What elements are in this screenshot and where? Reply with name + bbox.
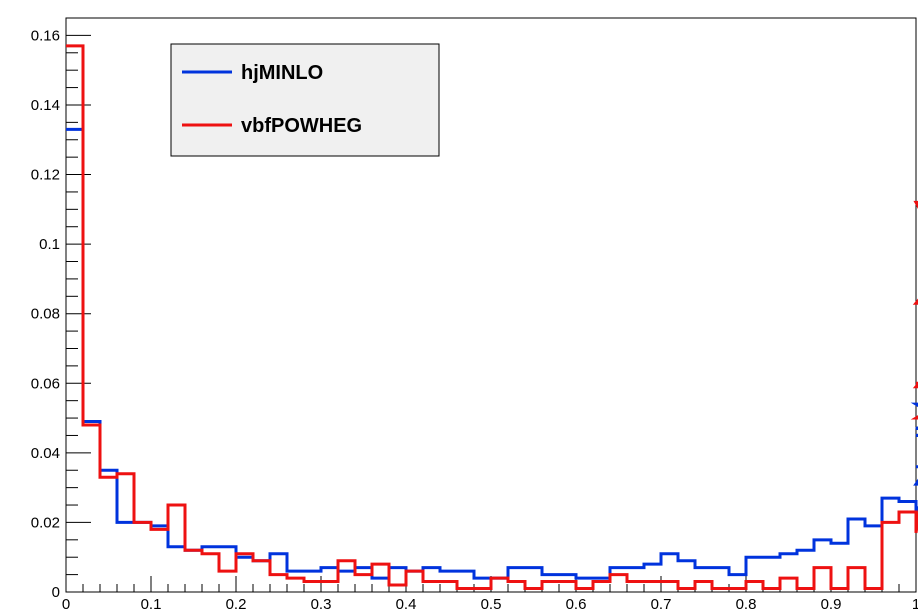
y-tick-label: 0.16: [31, 27, 60, 44]
x-tick-label: 0.8: [736, 596, 757, 612]
y-tick-label: 0.04: [31, 445, 60, 462]
x-tick-label: 0.3: [311, 596, 332, 612]
legend-label-vbfpowheg: vbfPOWHEG: [241, 115, 362, 137]
x-tick-label: 0.7: [651, 596, 672, 612]
series-lines: [66, 44, 918, 591]
legend: hjMINLO vbfPOWHEG: [170, 43, 440, 157]
y-tick-label: 0.08: [31, 306, 60, 323]
series-line-hjminlo: [66, 127, 918, 580]
x-tick-label: 0.6: [566, 596, 587, 612]
x-tick-label: 0.4: [396, 596, 417, 612]
legend-label-hjminlo: hjMINLO: [241, 62, 323, 84]
y-tick-label: 0.06: [31, 375, 60, 392]
y-tick-label: 0.1: [39, 236, 60, 253]
y-tick-label: 0.02: [31, 514, 60, 531]
x-tick-label: 1: [912, 596, 918, 612]
y-tick-label: 0: [52, 584, 60, 601]
x-tick-label: 0: [62, 596, 70, 612]
y-tick-label: 0.12: [31, 167, 60, 184]
legend-box: [170, 43, 440, 157]
x-tick-label: 0.1: [141, 596, 162, 612]
x-tick-label: 0.5: [481, 596, 502, 612]
tick-labels: 0 0.1 0.2 0.3 0.4 0.5 0.6 0.7 0.8 0.9 1 0 0.02 0.04 0.…: [31, 27, 918, 612]
series-line-vbfpowheg: [66, 44, 918, 591]
x-tick-label: 0.2: [226, 596, 247, 612]
x-tick-label: 0.9: [821, 596, 842, 612]
y-tick-label: 0.14: [31, 97, 60, 114]
